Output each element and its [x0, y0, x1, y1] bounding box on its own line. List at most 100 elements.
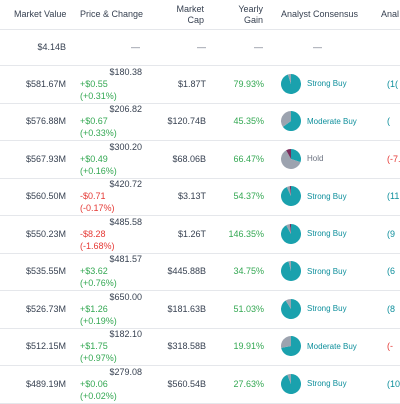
consensus-pie-icon [281, 148, 301, 169]
pie-slice-hold [286, 223, 291, 234]
price-change: $481.57 +$3.62 (+0.76%) [80, 253, 142, 291]
market-value: $567.93M [25, 153, 66, 164]
analyst-consensus[interactable]: Strong Buy [281, 178, 381, 216]
price: $180.38 [109, 66, 142, 77]
market-cap: $1.26T [177, 228, 206, 239]
price-change-delta: +$3.62 (+0.76%) [80, 266, 117, 289]
yearly-gain: 146.35% [228, 228, 264, 239]
price-change: $420.72 -$0.71 (-0.17%) [80, 178, 142, 216]
col-yearly-gain-line2: Gain [243, 14, 263, 25]
analyst-partial-value: (-7.2 [387, 153, 400, 164]
price-change-delta: +$0.67 (+0.33%) [80, 116, 117, 139]
analyst-consensus[interactable]: Strong Buy [281, 65, 381, 103]
yearly-gain: 27.63% [233, 378, 264, 389]
summary-dash-gain: — [254, 42, 263, 52]
yearly-gain: 79.93% [233, 78, 264, 89]
summary-dash-consensus: — [313, 42, 322, 52]
col-market-cap[interactable]: Market Cap [160, 0, 204, 29]
price: $206.82 [109, 104, 142, 115]
table-row[interactable]: $526.73M $650.00 +$1.26 (+0.19%) $181.63B 51… [0, 290, 400, 329]
pie-slice-buy [282, 111, 301, 132]
market-value: $550.23M [25, 228, 66, 239]
market-cap: $560.54B [167, 378, 206, 389]
pie-slice-sell [289, 186, 291, 197]
analyst-partial-value: (8 [387, 303, 396, 314]
pie-slice-buy [291, 148, 301, 162]
price: $481.57 [109, 254, 142, 265]
table-row[interactable]: $581.67M $180.38 +$0.55 (+0.31%) $1.87T 79.9… [0, 65, 400, 104]
consensus-label: Moderate Buy [307, 116, 357, 126]
market-value: $526.73M [25, 303, 66, 314]
col-market-value[interactable]: Market Value [14, 0, 74, 29]
analyst-partial-value: (6 [387, 266, 396, 277]
col-analyst-partial-label: Anal [381, 9, 400, 19]
analyst-consensus[interactable]: Strong Buy [281, 215, 381, 253]
price: $182.10 [109, 329, 142, 340]
col-market-cap-line2: Cap [187, 14, 204, 25]
col-market-value-label: Market Value [14, 9, 67, 19]
pie-slice-buy [281, 336, 301, 357]
table-header: Market Value Price & Change Market Cap Ye… [0, 0, 400, 30]
price-change-delta: +$1.75 (+0.97%) [80, 341, 117, 364]
pie-slice-hold [285, 298, 291, 309]
price-change: $650.00 +$1.26 (+0.19%) [80, 290, 142, 328]
consensus-pie-icon [281, 73, 301, 94]
price-change: $485.58 -$8.28 (-1.68%) [80, 215, 142, 253]
price-change-delta: +$0.06 (+0.02%) [80, 378, 117, 401]
consensus-pie-icon [281, 223, 301, 244]
market-cap: $1.87T [177, 78, 206, 89]
analyst-consensus[interactable]: Hold [281, 140, 381, 178]
yearly-gain: 19.91% [233, 341, 264, 352]
col-yearly-gain-line1: Yearly [238, 3, 263, 14]
consensus-label: Hold [307, 154, 324, 164]
market-value: $581.67M [25, 78, 66, 89]
consensus-label: Strong Buy [307, 266, 347, 276]
market-cap: $3.13T [177, 191, 206, 202]
market-value: $576.88M [25, 116, 66, 127]
price-change-delta: -$8.28 (-1.68%) [80, 228, 115, 251]
pie-slice-hold [281, 111, 291, 128]
col-analyst-consensus[interactable]: Analyst Consensus [281, 0, 381, 29]
analyst-partial-value: (9 [387, 228, 396, 239]
consensus-pie-icon [281, 373, 301, 394]
market-value: $512.15M [25, 341, 66, 352]
analyst-consensus[interactable]: Strong Buy [281, 253, 381, 291]
col-yearly-gain[interactable]: Yearly Gain [220, 0, 263, 29]
summary-row: $4.14B — — — — [0, 29, 400, 66]
table-row[interactable]: $512.15M $182.10 +$1.75 (+0.97%) $318.58B 19… [0, 328, 400, 366]
col-price-change-label: Price & Change [80, 9, 144, 19]
price-change: $182.10 +$1.75 (+0.97%) [80, 328, 142, 366]
col-market-cap-line1: Market [176, 3, 204, 14]
summary-market-value: $4.14B [37, 42, 66, 52]
pie-slice-sell [289, 223, 291, 234]
analyst-consensus[interactable]: Moderate Buy [281, 103, 381, 141]
price: $485.58 [109, 216, 142, 227]
table-row[interactable]: $560.50M $420.72 -$0.71 (-0.17%) $3.13T 54.3… [0, 178, 400, 216]
consensus-pie-icon [281, 111, 301, 132]
table-row[interactable]: $550.23M $485.58 -$8.28 (-1.68%) $1.26T 146.… [0, 215, 400, 254]
price: $300.20 [109, 141, 142, 152]
market-cap: $445.88B [167, 266, 206, 277]
col-price-change[interactable]: Price & Change [80, 0, 160, 29]
analyst-consensus[interactable]: Strong Buy [281, 290, 381, 328]
price: $650.00 [109, 291, 142, 302]
analyst-consensus[interactable]: Strong Buy [281, 365, 381, 403]
pie-slice-sell [286, 148, 291, 159]
consensus-label: Strong Buy [307, 379, 347, 389]
table-row[interactable]: $489.19M $279.08 +$0.06 (+0.02%) $560.54B 27… [0, 365, 400, 404]
price-change: $300.20 +$0.49 (+0.16%) [80, 140, 142, 178]
col-analyst-partial[interactable]: Anal [381, 0, 400, 29]
analyst-partial-value: (11 [387, 191, 400, 202]
price-change: $180.38 +$0.55 (+0.31%) [80, 65, 142, 103]
analyst-consensus[interactable]: Moderate Buy [281, 328, 381, 366]
summary-dash-price: — [131, 42, 140, 52]
table-row[interactable]: $576.88M $206.82 +$0.67 (+0.33%) $120.74B 45… [0, 103, 400, 141]
table-row[interactable]: $567.93M $300.20 +$0.49 (+0.16%) $68.06B 66.… [0, 140, 400, 179]
table-row[interactable]: $535.55M $481.57 +$3.62 (+0.76%) $445.88B 34… [0, 253, 400, 291]
col-market-cap-label: Market Cap [176, 4, 204, 26]
price-change: $206.82 +$0.67 (+0.33%) [80, 103, 142, 141]
pie-slice-hold [286, 186, 291, 197]
consensus-label: Strong Buy [307, 304, 347, 314]
price: $420.72 [109, 179, 142, 190]
